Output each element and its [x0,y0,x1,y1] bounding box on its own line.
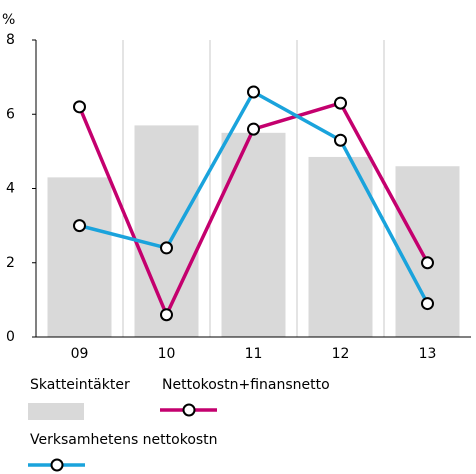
bar [395,166,460,337]
marker [334,133,347,147]
legend-marker [182,403,196,417]
marker [334,96,347,110]
legend-label: Verksamhetens nettokostn [30,432,218,448]
legend-swatch [28,403,84,420]
marker [160,241,173,255]
x-tick-label: 12 [332,346,350,362]
y-tick-label: 8 [6,32,15,48]
legend-label: Skatteintäkter [30,377,130,393]
y-unit: % [2,12,15,28]
y-tick-label: 2 [6,255,15,271]
legend-marker [50,458,64,472]
bar [221,132,286,337]
bar [47,177,112,337]
marker [247,85,260,99]
x-tick-label: 09 [71,346,89,362]
marker [160,308,173,322]
marker [247,122,260,136]
marker [421,256,434,270]
x-tick-label: 11 [245,346,263,362]
bar [308,156,373,337]
marker [73,219,86,233]
marker [421,297,434,311]
y-tick-label: 4 [6,181,15,197]
marker [73,100,86,114]
y-tick-label: 0 [6,329,15,345]
x-tick-label: 10 [158,346,176,362]
bar [134,125,199,337]
x-tick-label: 13 [419,346,437,362]
y-tick-label: 6 [6,106,15,122]
legend-label: Nettokostn+finansnetto [162,377,330,393]
